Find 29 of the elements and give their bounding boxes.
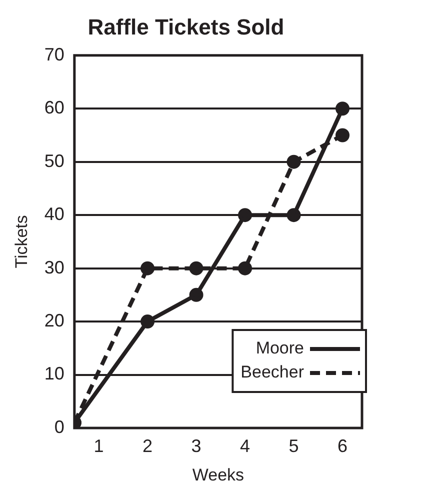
legend-label: Beecher [240,362,304,382]
point [140,314,155,329]
x-tick-label: 6 [337,436,348,456]
legend-label: Moore [256,338,304,358]
y-tick-label: 50 [44,150,64,171]
y-tick-label: 70 [44,44,64,64]
x-tick-label: 5 [288,436,299,456]
point [336,128,350,142]
y-tick-label: 30 [44,257,64,278]
y-tick-label: 20 [44,310,64,331]
point [140,261,155,276]
x-tick-label: 4 [240,436,250,456]
point [286,154,301,169]
point [189,261,204,276]
point [189,288,204,302]
x-tick-label: 1 [94,436,104,456]
x-tick-label: 3 [191,436,202,456]
y-tick-label: 60 [44,98,64,118]
chart-title: Raffle Tickets Sold [88,14,284,40]
x-axis-title: Weeks [192,465,244,484]
y-tick-label: 10 [44,364,64,384]
y-tick-label: 40 [44,204,64,224]
x-tick-label: 2 [142,436,153,456]
point [238,261,252,276]
y-tick-label: 0 [54,416,64,437]
y-axis-title: Tickets [12,215,31,268]
point [336,102,350,116]
point [238,208,252,222]
point [286,208,301,222]
